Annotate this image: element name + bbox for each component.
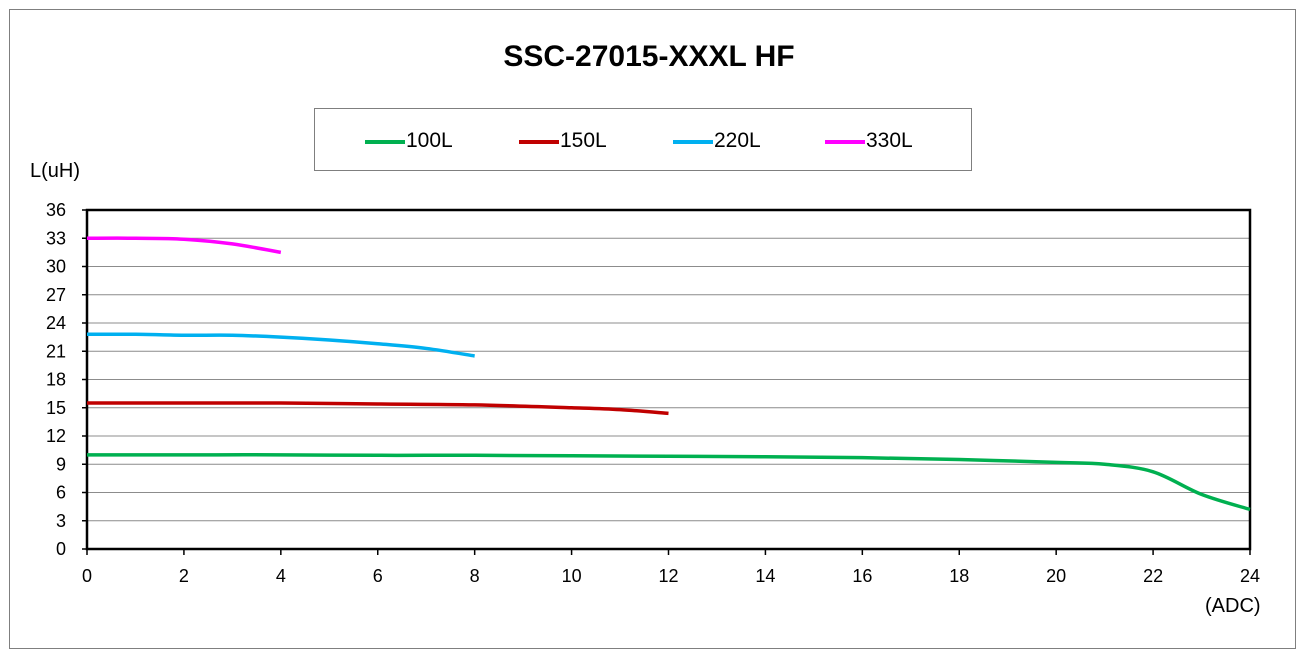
chart-legend: 100L 150L 220L 330L [314,108,972,171]
legend-swatch-330l [825,140,865,144]
x-tick-label: 12 [658,566,678,586]
series-line-150l [86,401,669,416]
series-line-100l [87,453,1251,512]
series-line-220l [86,332,475,358]
y-tick-label: 18 [46,370,66,390]
x-tick-label: 6 [373,566,383,586]
y-axis-label: L(uH) [30,160,81,182]
legend-swatch-220l [673,140,713,144]
y-tick-label: 24 [46,313,66,333]
x-tick-label: 14 [755,566,775,586]
y-tick-label: 3 [56,511,66,531]
y-tick-label: 12 [46,426,66,446]
x-tick-label: 4 [276,566,286,586]
x-tick-label: 18 [949,566,969,586]
x-tick-label: 0 [82,566,92,586]
legend-label-220l: 220L [714,129,761,152]
y-tick-label: 0 [56,539,66,559]
x-tick-label: 20 [1046,566,1066,586]
x-axis-label: (ADC) [1205,595,1261,617]
y-tick-label: 21 [46,341,66,361]
x-tick-label: 22 [1143,566,1163,586]
y-tick-label: 15 [46,398,66,418]
legend-label-150l: 150L [560,129,607,152]
y-tick-label: 27 [46,285,66,305]
y-tick-label: 36 [46,200,66,220]
x-tick-label: 2 [179,566,189,586]
x-tick-label: 8 [470,566,480,586]
chart-title: SSC-27015-XXXL HF [503,40,795,73]
x-tick-label: 16 [852,566,872,586]
legend-swatch-100l [365,140,405,144]
y-tick-label: 30 [46,257,66,277]
x-tick-label: 10 [562,566,582,586]
legend-label-330l: 330L [866,129,913,152]
y-tick-label: 6 [56,483,66,503]
y-tick-label: 33 [46,228,66,248]
series-line-330l [86,236,282,255]
y-tick-label: 9 [56,454,66,474]
x-tick-label: 24 [1240,566,1260,586]
legend-label-100l: 100L [406,129,453,152]
legend-swatch-150l [519,140,559,144]
